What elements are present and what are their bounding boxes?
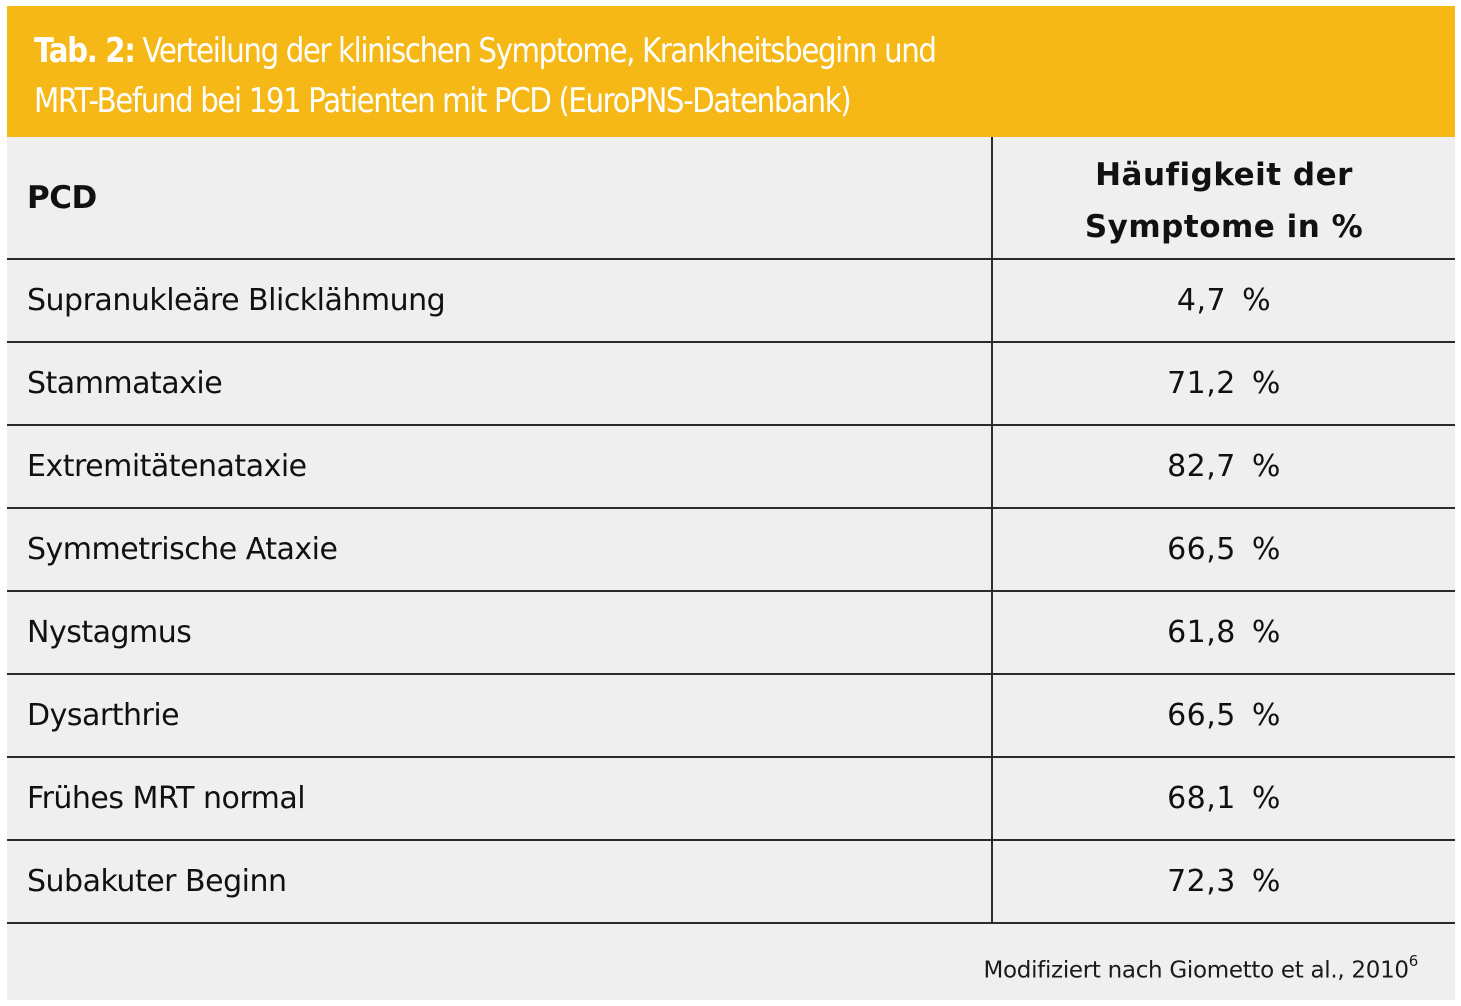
table-number-label: Tab. 2: bbox=[34, 31, 136, 71]
symptom-cell: Extremitätenataxie bbox=[7, 426, 993, 507]
frequency-value: 82,7 % bbox=[1167, 449, 1281, 484]
column-header-pcd: PCD bbox=[7, 137, 993, 258]
symptom-cell: Frühes MRT normal bbox=[7, 758, 993, 839]
table-row: Dysarthrie 66,5 % bbox=[7, 675, 1455, 758]
symptom-table: PCD Häufigkeit der Symptome in % Supranu… bbox=[7, 137, 1455, 924]
frequency-value: 66,5 % bbox=[1167, 532, 1281, 567]
table-row: Nystagmus 61,8 % bbox=[7, 592, 1455, 675]
frequency-value: 61,8 % bbox=[1167, 615, 1281, 650]
symptom-cell: Nystagmus bbox=[7, 592, 993, 673]
frequency-cell: 72,3 % bbox=[993, 841, 1455, 922]
table-row: Subakuter Beginn 72,3 % bbox=[7, 841, 1455, 924]
frequency-cell: 66,5 % bbox=[993, 675, 1455, 756]
frequency-value: 68,1 % bbox=[1167, 781, 1281, 816]
symptom-cell: Symmetrische Ataxie bbox=[7, 509, 993, 590]
table-title: Tab. 2: Verteilung der klinischen Sympto… bbox=[34, 26, 1238, 126]
table-row: Stammataxie 71,2 % bbox=[7, 343, 1455, 426]
title-bar: Tab. 2: Verteilung der klinischen Sympto… bbox=[7, 6, 1455, 137]
source-footnote: Modifiziert nach Giometto et al., 20106 bbox=[983, 952, 1419, 984]
symptom-cell: Dysarthrie bbox=[7, 675, 993, 756]
frequency-cell: 82,7 % bbox=[993, 426, 1455, 507]
frequency-value: 66,5 % bbox=[1167, 698, 1281, 733]
table-panel: Tab. 2: Verteilung der klinischen Sympto… bbox=[7, 6, 1455, 1000]
frequency-value: 72,3 % bbox=[1167, 864, 1281, 899]
symptom-cell: Supranukleäre Blicklähmung bbox=[7, 260, 993, 341]
frequency-cell: 4,7 % bbox=[993, 260, 1455, 341]
title-line-1-text: Verteilung der klinischen Symptome, Kran… bbox=[142, 31, 937, 71]
column-header-frequency: Häufigkeit der Symptome in % bbox=[993, 137, 1455, 258]
frequency-cell: 68,1 % bbox=[993, 758, 1455, 839]
frequency-value: 4,7 % bbox=[1176, 283, 1272, 318]
symptom-cell: Subakuter Beginn bbox=[7, 841, 993, 922]
table-row: Symmetrische Ataxie 66,5 % bbox=[7, 509, 1455, 592]
title-line-2: MRT-Befund bei 191 Patienten mit PCD (Eu… bbox=[34, 81, 852, 121]
column-header-frequency-line-2: Symptome in % bbox=[1084, 208, 1364, 245]
frequency-cell: 71,2 % bbox=[993, 343, 1455, 424]
frequency-value: 71,2 % bbox=[1167, 366, 1281, 401]
title-line-1: Tab. 2: Verteilung der klinischen Sympto… bbox=[34, 26, 1238, 76]
frequency-cell: 61,8 % bbox=[993, 592, 1455, 673]
footnote-text: Modifiziert nach Giometto et al., 2010 bbox=[983, 957, 1409, 984]
table-header-row: PCD Häufigkeit der Symptome in % bbox=[7, 137, 1455, 260]
frequency-cell: 66,5 % bbox=[993, 509, 1455, 590]
table-row: Supranukleäre Blicklähmung 4,7 % bbox=[7, 260, 1455, 343]
column-header-frequency-line-1: Häufigkeit der bbox=[1095, 156, 1353, 193]
table-row: Frühes MRT normal 68,1 % bbox=[7, 758, 1455, 841]
symptom-cell: Stammataxie bbox=[7, 343, 993, 424]
table-row: Extremitätenataxie 82,7 % bbox=[7, 426, 1455, 509]
footnote-reference: 6 bbox=[1408, 952, 1419, 970]
